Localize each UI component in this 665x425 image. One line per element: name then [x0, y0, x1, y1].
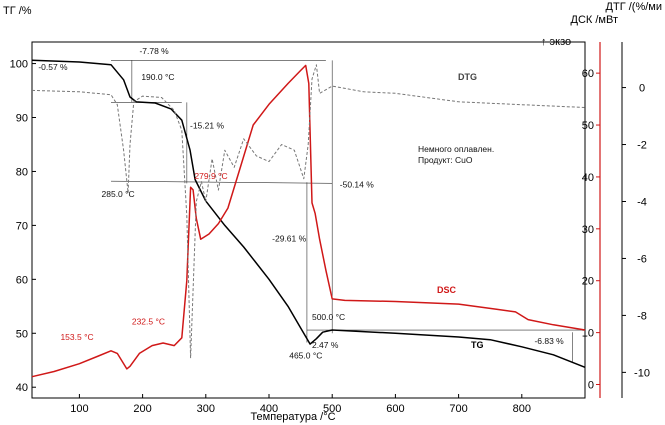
dtg-tick-label: -8: [637, 310, 647, 322]
annotation-label: 232.5 °C: [132, 316, 165, 326]
annotation-label: 190.0 °C: [141, 72, 174, 82]
x-tick-label: 200: [133, 403, 151, 415]
dsc-series-label: DSC: [437, 285, 457, 295]
tg-tick-label: 70: [16, 220, 28, 232]
tg-tick-label: 90: [16, 113, 28, 125]
dsc-axis-title: ДСК /мВт: [571, 14, 619, 26]
dsc-tick-label: 50: [582, 120, 594, 132]
x-tick-label: 700: [449, 403, 467, 415]
x-tick-label: 100: [70, 403, 88, 415]
dtg-tick-label: -4: [637, 196, 647, 208]
dtg-tick-label: -6: [637, 253, 647, 265]
x-axis-title: Температура /°C: [250, 411, 335, 423]
tg-tick-label: 100: [10, 59, 28, 71]
dsc-tick-label: 30: [582, 224, 594, 236]
x-tick-label: 500: [323, 403, 341, 415]
annotation-label: 279.9 °C: [194, 171, 227, 181]
x-tick-label: 800: [513, 403, 531, 415]
annotation-label: 285.0 °C: [102, 189, 135, 199]
annotation-label: 500.0 °C: [312, 312, 345, 322]
tg-tick-label: 50: [16, 328, 28, 340]
annotation-label: -50.14 %: [340, 180, 374, 190]
tg-series-label: TG: [471, 340, 484, 350]
annotation-label: -29.61 %: [272, 234, 306, 244]
series-dtg-line: [31, 64, 586, 359]
dtg-tick-label: -10: [634, 367, 650, 379]
exo-arrow-label: ↑ экзо: [541, 36, 571, 48]
dsc-tick-label: 60: [582, 68, 594, 80]
annotation-label: 2.47 %: [312, 340, 339, 350]
x-tick-label: 400: [260, 403, 278, 415]
tg-axis-title: ТГ /%: [3, 5, 32, 17]
annotation-label: -0.57 %: [38, 62, 68, 72]
dtg-series-label: DTG: [458, 72, 477, 82]
dsc-tick-label: 20: [582, 276, 594, 288]
note-line-1: Немного оплавлен.: [418, 144, 494, 154]
x-tick-label: 300: [197, 403, 215, 415]
annotation-label: 153.5 °C: [60, 332, 93, 342]
annotation-label: -15.21 %: [190, 120, 224, 130]
dsc-tick-label: 40: [582, 172, 594, 184]
dtg-axis-title: ДТГ /(%/ми: [606, 1, 662, 13]
tg-tick-label: 60: [16, 274, 28, 286]
series-tg-line: [31, 59, 586, 368]
dtg-tick-label: -2: [637, 140, 647, 152]
series-dsc-line: [31, 64, 586, 378]
x-tick-label: 600: [386, 403, 404, 415]
plot-frame: [31, 41, 586, 399]
tg-tick-label: 80: [16, 166, 28, 178]
annotation-label: 465.0 °C: [289, 351, 322, 361]
note-line-2: Продукт: CuO: [418, 155, 473, 165]
annotation-label: -7.78 %: [139, 46, 169, 56]
annotation-label: -6.83 %: [534, 336, 564, 346]
tg-tick-label: 40: [16, 382, 28, 394]
dtg-tick-label: 0: [639, 83, 645, 95]
dsc-tick-label: 0: [588, 380, 594, 392]
ref-line: [110, 180, 333, 184]
